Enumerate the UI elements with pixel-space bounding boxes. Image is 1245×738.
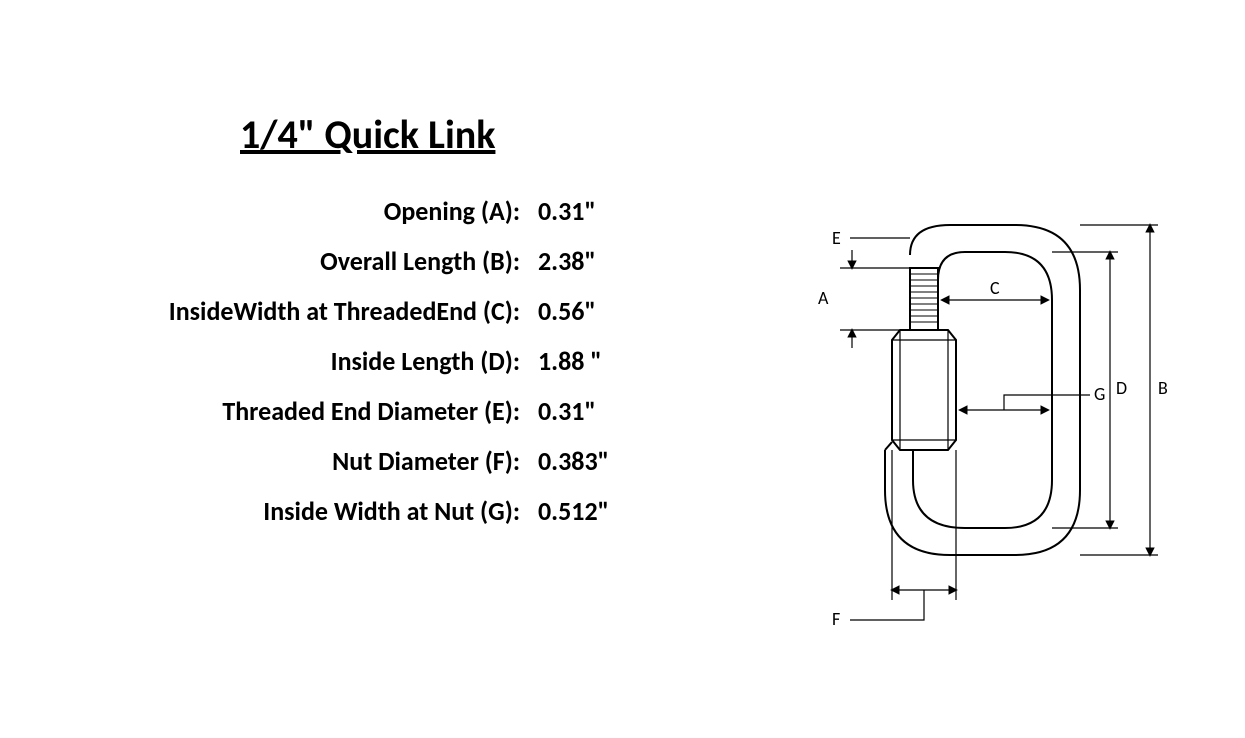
dim-d: D [1052, 252, 1127, 528]
spec-label-threaded-end-diameter: Threaded End Diameter (E): [90, 395, 538, 427]
spec-row: Inside Width at Nut (G): 0.512" [90, 495, 700, 527]
spec-row: InsideWidth at ThreadedEnd (C): 0.56" [90, 295, 700, 327]
spec-label-nut-diameter: Nut Diameter (F): [90, 445, 538, 477]
spec-row: Opening (A): 0.31" [90, 195, 700, 227]
dim-c: C [942, 277, 1048, 300]
dim-f: F [832, 450, 956, 630]
spec-table: Opening (A): 0.31" Overall Length (B): 2… [90, 195, 700, 545]
dim-label-c: C [990, 277, 1000, 299]
dim-label-d: D [1116, 377, 1127, 399]
quick-link-diagram: E A C [780, 210, 1200, 640]
spec-label-opening: Opening (A): [90, 195, 538, 227]
dim-label-g: G [1094, 383, 1105, 405]
dim-label-a: A [818, 287, 829, 309]
spec-row: Inside Length (D): 1.88 " [90, 345, 700, 377]
spec-row: Threaded End Diameter (E): 0.31" [90, 395, 700, 427]
spec-row: Nut Diameter (F): 0.383" [90, 445, 700, 477]
dim-label-f: F [832, 608, 840, 630]
page-title: 1/4" Quick Link [240, 110, 495, 159]
spec-value-threaded-end-diameter: 0.31" [538, 395, 658, 427]
spec-value-nut-diameter: 0.383" [538, 445, 658, 477]
spec-value-inside-length: 1.88 " [538, 345, 658, 377]
spec-label-inside-width-nut: Inside Width at Nut (G): [90, 495, 538, 527]
dim-label-e: E [832, 227, 841, 249]
dim-g: G [960, 383, 1105, 410]
spec-label-overall-length: Overall Length (B): [90, 245, 538, 277]
spec-value-opening: 0.31" [538, 195, 658, 227]
spec-label-inside-length: Inside Length (D): [90, 345, 538, 377]
dim-e: E [832, 225, 938, 249]
spec-value-inside-width-threaded: 0.56" [538, 295, 658, 327]
spec-value-overall-length: 2.38" [538, 245, 658, 277]
dim-label-b: B [1158, 377, 1168, 399]
spec-label-inside-width-threaded: InsideWidth at ThreadedEnd (C): [90, 295, 538, 327]
spec-value-inside-width-nut: 0.512" [538, 495, 658, 527]
nut [892, 330, 956, 450]
threaded-section [910, 268, 938, 330]
spec-row: Overall Length (B): 2.38" [90, 245, 700, 277]
